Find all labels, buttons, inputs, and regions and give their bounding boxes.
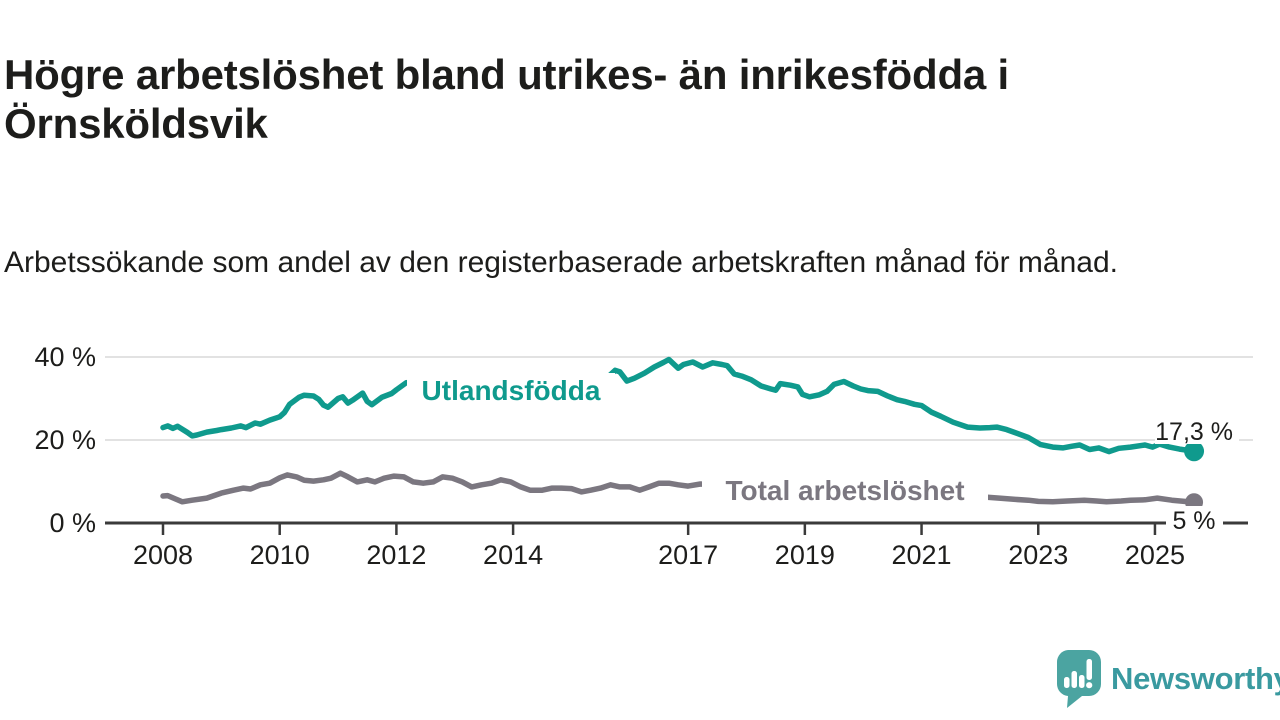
chart-labels: Utlandsfödda Total arbetslöshet 17,3 % 5 % bbox=[407, 373, 1239, 535]
bar-chart-glyph bbox=[1064, 659, 1093, 689]
x-tick-label: 2025 bbox=[1125, 540, 1185, 570]
label-knockout bbox=[1155, 417, 1239, 444]
x-tick-label: 2010 bbox=[250, 540, 310, 570]
x-tick-label: 2021 bbox=[892, 540, 952, 570]
gridlines bbox=[105, 356, 1253, 441]
label-knockout bbox=[702, 473, 988, 507]
y-tick-label: 20 % bbox=[34, 425, 96, 455]
x-tick-label: 2023 bbox=[1008, 540, 1068, 570]
series-line-utlandsfodda bbox=[160, 356, 1197, 455]
end-value-label-total: 5 % bbox=[1172, 507, 1215, 535]
y-tick-label: 40 % bbox=[34, 342, 96, 372]
series-line-total bbox=[160, 470, 1197, 506]
newsworthy-wordmark: Newsworthy bbox=[1111, 661, 1280, 696]
series-label-utlandsfodda: Utlandsfödda bbox=[422, 375, 601, 406]
series-label-total: Total arbetslöshet bbox=[725, 475, 964, 506]
newsworthy-logo: Newsworthy bbox=[1056, 650, 1280, 708]
page-title: Högre arbetslöshet bland utrikes- än inr… bbox=[4, 51, 1010, 148]
label-knockout bbox=[1166, 506, 1223, 533]
label-knockout bbox=[407, 373, 615, 407]
x-tick-label: 2019 bbox=[775, 540, 835, 570]
chart-subtitle: Arbetssökande som andel av den registerb… bbox=[4, 246, 1118, 279]
x-axis: 2008 2010 2012 2014 2017 2019 2021 2023 2025 0 % 2… bbox=[34, 342, 1248, 570]
series-end-dot bbox=[1184, 441, 1205, 462]
x-tick-label: 2012 bbox=[366, 540, 426, 570]
x-tick-label: 2017 bbox=[658, 540, 718, 570]
x-tick-label: 2014 bbox=[483, 540, 543, 570]
series-lines bbox=[160, 356, 1205, 512]
end-value-label-utlandsfodda: 17,3 % bbox=[1155, 418, 1233, 446]
newsworthy-logo-icon bbox=[1056, 650, 1101, 708]
x-tick-label: 2008 bbox=[133, 540, 193, 570]
y-tick-label: 0 % bbox=[49, 508, 96, 538]
